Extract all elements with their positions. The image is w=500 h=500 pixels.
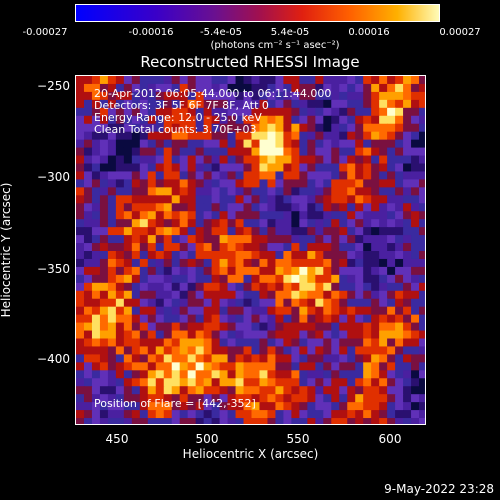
colorbar-tick: -0.00016 (128, 27, 174, 38)
energy-range-label: Energy Range: 12.0 - 25.0 keV (94, 111, 262, 124)
chart-title: Reconstructed RHESSI Image (140, 53, 360, 71)
colorbar-tick: -0.00027 (22, 27, 68, 38)
y-tick-label: −400 (37, 352, 70, 366)
colorbar (75, 4, 440, 22)
x-tick-label: 550 (286, 432, 310, 446)
x-tick-label: 450 (105, 432, 129, 446)
time-range-label: 20-Apr-2012 06:05:44.000 to 06:11:44.000 (94, 87, 332, 100)
y-axis-label: Heliocentric Y (arcsec) (0, 182, 13, 318)
y-tick-label: −350 (37, 262, 70, 276)
detectors-label: Detectors: 3F 5F 6F 7F 8F, Att 0 (94, 99, 269, 112)
heatmap-image (76, 76, 425, 424)
y-tick-label: −300 (37, 170, 70, 184)
colorbar-units: (photons cm⁻² s⁻¹ asec⁻²) (210, 40, 340, 51)
flare-position-label: Position of Flare = [442,-352] (94, 397, 256, 410)
x-axis-label: Heliocentric X (arcsec) (182, 447, 319, 461)
x-tick-label: 600 (378, 432, 402, 446)
colorbar-tick: 0.00027 (439, 27, 481, 38)
footer-date: 9-May-2022 23:28 (384, 482, 494, 496)
colorbar-tick: 5.4e-05 (270, 27, 310, 38)
colorbar-tick: -5.4e-05 (200, 27, 242, 38)
y-tick-label: −250 (37, 79, 70, 93)
clean-counts-label: Clean Total counts: 3.70E+03 (94, 123, 257, 136)
plot-area: 20-Apr-2012 06:05:44.000 to 06:11:44.000… (75, 75, 426, 425)
colorbar-tick: 0.00016 (348, 27, 390, 38)
x-tick-label: 500 (195, 432, 219, 446)
